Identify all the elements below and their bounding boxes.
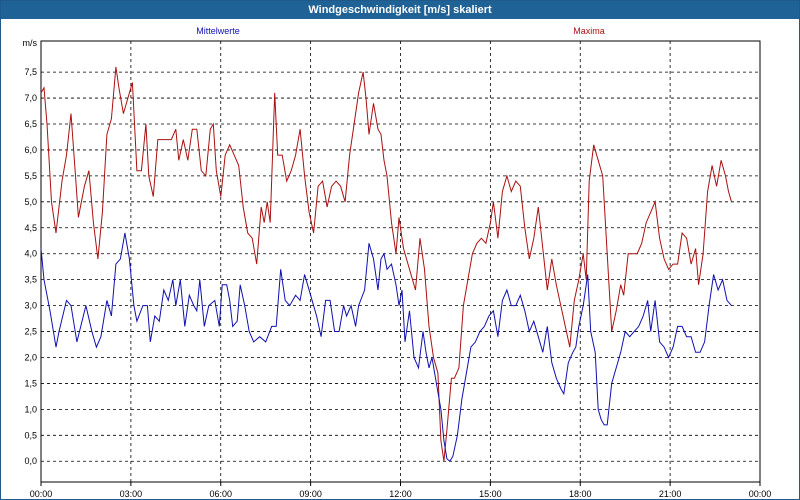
y-tick-label: 3,0 — [24, 301, 37, 311]
x-tick-time: 03:00 — [120, 489, 143, 499]
y-tick-label: 2,0 — [24, 352, 37, 362]
y-tick-label: 5,5 — [24, 171, 37, 181]
y-tick-label: 1,5 — [24, 378, 37, 388]
y-tick-label: 4,0 — [24, 249, 37, 259]
y-tick-label: 1,0 — [24, 404, 37, 414]
x-tick-time: 18:00 — [569, 489, 592, 499]
y-tick-label: 7,5 — [24, 67, 37, 77]
y-tick-label: 7,0 — [24, 93, 37, 103]
x-tick-time: 15:00 — [479, 489, 502, 499]
y-tick-label: 6,0 — [24, 145, 37, 155]
grid — [41, 41, 760, 482]
x-tick-time: 06:00 — [209, 489, 232, 499]
series-lines — [40, 66, 732, 462]
x-tick-time: 21:00 — [659, 489, 682, 499]
x-axis: 00:0022.06.2103:0022.06.2106:0022.06.210… — [30, 482, 772, 499]
chart-plot: 0,0 0,5 1,0 1,5 2,0 2,5 3,0 3,5 4,0 4,5 5,0 5,5 6,0 6… — [23, 26, 772, 499]
y-tick-label: 0,0 — [24, 456, 37, 466]
y-axis-label: m/s — [23, 38, 38, 48]
x-tick-time: 00:00 — [749, 489, 772, 499]
y-axis: 0,0 0,5 1,0 1,5 2,0 2,5 3,0 3,5 4,0 4,5 5,0 5,5 6,0 6… — [23, 38, 38, 466]
y-tick-label: 2,5 — [24, 327, 37, 337]
y-tick-label: 0,5 — [24, 430, 37, 440]
series-line-mittelwerte — [40, 232, 732, 462]
x-tick-time: 00:00 — [30, 489, 53, 499]
x-tick-time: 12:00 — [389, 489, 412, 499]
y-tick-label: 6,5 — [24, 119, 37, 129]
series-line-maxima — [40, 66, 732, 462]
window-title: Windgeschwindigkeit [m/s] skaliert — [1, 1, 799, 19]
legend-maxima: Maxima — [573, 26, 605, 36]
y-tick-label: 5,0 — [24, 197, 37, 207]
legend: Mittelwerte Maxima — [196, 26, 605, 36]
y-tick-label: 3,5 — [24, 275, 37, 285]
x-tick-time: 09:00 — [299, 489, 322, 499]
legend-mittelwerte: Mittelwerte — [196, 26, 240, 36]
y-tick-label: 4,5 — [24, 223, 37, 233]
